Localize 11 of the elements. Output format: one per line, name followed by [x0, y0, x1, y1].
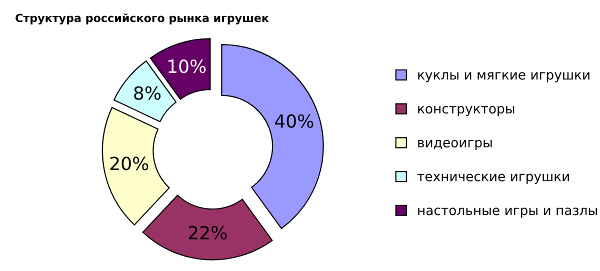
legend-label: куклы и мягкие игрушки	[418, 72, 590, 82]
legend-label: видеоигры	[418, 140, 492, 150]
legend-label: конструкторы	[418, 106, 514, 116]
legend-label: технические игрушки	[417, 174, 569, 184]
data-label: 20%	[110, 156, 148, 170]
data-label: 8%	[134, 86, 161, 100]
chart-title: Структура российского рынка игрушек	[16, 14, 269, 24]
data-label: 10%	[168, 59, 206, 74]
legend-label: настольные игры и пазлы	[418, 208, 597, 218]
data-label: 22%	[188, 226, 227, 240]
data-label: 40%	[275, 114, 314, 128]
